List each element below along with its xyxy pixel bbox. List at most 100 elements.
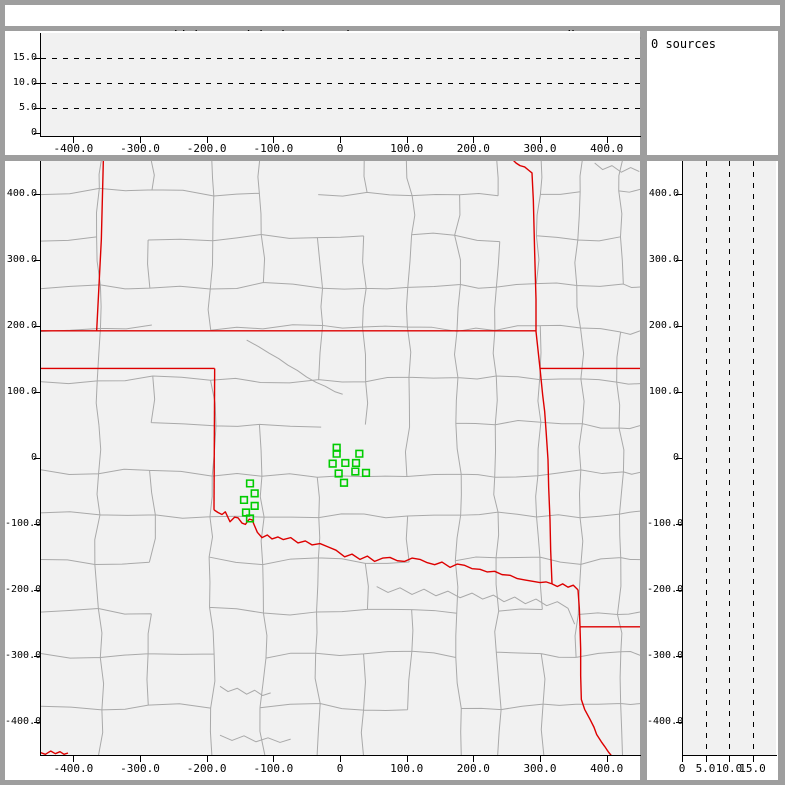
alt-ns-y-tick-label: 400.0 bbox=[648, 187, 679, 199]
plan-y-tick-label: -400.0 bbox=[5, 716, 42, 728]
alt-ns-y-tick-label: 300.0 bbox=[648, 253, 679, 265]
alt-y-tick bbox=[34, 133, 40, 135]
state-border bbox=[552, 584, 578, 590]
alt-ns-x-axis bbox=[682, 755, 777, 756]
plan-y-tick bbox=[34, 259, 40, 261]
lma-station-marker bbox=[342, 460, 349, 467]
lma-station-marker bbox=[247, 515, 254, 522]
plan-y-tick bbox=[34, 325, 40, 327]
alt-x-tick bbox=[206, 137, 208, 143]
alt-x-tick-label: 0 bbox=[336, 142, 344, 155]
alt-x-tick-label: -400.0 bbox=[53, 142, 94, 155]
state-border bbox=[580, 627, 612, 755]
plan-view-map bbox=[40, 161, 640, 755]
plan-y-tick bbox=[34, 524, 40, 526]
state-border bbox=[97, 161, 104, 331]
alt-dashed-line bbox=[41, 83, 640, 85]
plan-x-tick bbox=[406, 756, 408, 762]
altitude-histogram-panel: 0 sources bbox=[647, 31, 778, 155]
river-line bbox=[595, 163, 640, 172]
lma-station-marker bbox=[353, 460, 360, 467]
alt-x-tick bbox=[340, 137, 341, 143]
plan-x-tick-label: 400.0 bbox=[590, 762, 624, 775]
alt-y-tick bbox=[34, 58, 40, 60]
alt-ns-x-tick bbox=[752, 756, 754, 762]
lma-station-marker bbox=[251, 490, 258, 497]
river-line bbox=[247, 340, 343, 394]
alt-ns-y-tick bbox=[676, 722, 682, 724]
source-count-label: 0 sources bbox=[651, 37, 717, 51]
plan-y-tick bbox=[34, 590, 40, 592]
plan-y-tick bbox=[34, 391, 40, 393]
alt-y-tick bbox=[34, 83, 40, 85]
plan-view-panel: 400.0 300.0 200.0 100.0 0 -100.0 -200.0 -300.0 -… bbox=[5, 161, 641, 780]
plan-y-tick bbox=[34, 656, 40, 658]
plan-y-tick-label: 300.0 bbox=[6, 253, 37, 265]
alt-ns-y-axis bbox=[682, 161, 683, 756]
alt-ns-y-tick bbox=[676, 458, 682, 459]
plan-x-tick-label: 300.0 bbox=[523, 762, 557, 775]
river-line bbox=[220, 686, 271, 695]
alt-x-tick-label: -300.0 bbox=[120, 142, 160, 155]
plan-y-tick-label: -200.0 bbox=[5, 584, 42, 596]
plan-x-tick bbox=[340, 756, 341, 762]
plan-y-tick-label: 0 bbox=[30, 452, 37, 463]
state-border bbox=[214, 510, 552, 584]
lma-station-marker bbox=[247, 480, 254, 487]
plan-x-tick-label: 100.0 bbox=[390, 762, 424, 775]
alt-ns-y-tick bbox=[676, 325, 682, 327]
alt-ns-dashed-line bbox=[729, 161, 730, 755]
alt-ns-x-tick bbox=[705, 756, 707, 762]
river-line bbox=[220, 735, 291, 742]
lma-station-marker bbox=[329, 460, 336, 467]
alt-ns-dashed-line bbox=[752, 161, 754, 755]
alt-x-tick-label: -100.0 bbox=[253, 142, 294, 155]
lma-station-marker bbox=[251, 503, 258, 510]
plan-view-plot-area bbox=[40, 161, 640, 755]
plan-y-tick-label: 100.0 bbox=[6, 385, 37, 397]
state-border bbox=[513, 161, 552, 584]
alt-x-tick-label: 300.0 bbox=[523, 142, 557, 155]
alt-x-tick bbox=[140, 137, 141, 143]
alt-x-tick-label: 400.0 bbox=[590, 142, 624, 155]
plan-x-tick bbox=[273, 756, 275, 762]
alt-ns-y-tick bbox=[676, 590, 682, 592]
alt-ns-y-tick bbox=[676, 259, 682, 261]
plan-y-tick-label: -300.0 bbox=[5, 650, 42, 662]
state-border bbox=[214, 368, 215, 509]
alt-ew-y-axis bbox=[40, 33, 41, 137]
alt-x-tick-label: -200.0 bbox=[186, 142, 227, 155]
alt-ns-x-tick bbox=[729, 756, 730, 762]
alt-ns-x-tick-label: 0 bbox=[678, 762, 686, 775]
alt-ns-x-tick-label: 10.0 bbox=[715, 762, 743, 775]
plan-y-tick bbox=[34, 458, 40, 459]
title-bar: Oklahoma Lightning Mapping Array 2000-21… bbox=[5, 5, 780, 45]
plan-y-tick-label: 200.0 bbox=[6, 319, 37, 331]
plan-x-tick bbox=[606, 756, 608, 762]
plan-y-tick bbox=[34, 722, 40, 724]
alt-ns-y-tick-label: -300.0 bbox=[647, 650, 684, 662]
alt-x-tick bbox=[273, 137, 275, 143]
plan-x-tick bbox=[140, 756, 141, 762]
plan-x-tick-label: -100.0 bbox=[253, 762, 294, 775]
plan-x-tick bbox=[206, 756, 208, 762]
plan-y-tick-label: 400.0 bbox=[6, 187, 37, 199]
state-border bbox=[578, 590, 580, 627]
lma-station-marker bbox=[356, 450, 363, 457]
plan-y-tick bbox=[34, 193, 40, 195]
alt-ns-y-tick-label: 200.0 bbox=[648, 319, 679, 331]
plan-x-tick-label: -200.0 bbox=[186, 762, 227, 775]
alt-y-tick-label: 0 bbox=[30, 127, 37, 139]
altitude-ns-panel: 400.0 300.0 200.0 100.0 0 -100.0 -200.0 -300.0 -… bbox=[647, 161, 778, 780]
lma-station-marker bbox=[341, 479, 348, 486]
plan-x-tick bbox=[473, 756, 475, 762]
alt-x-tick bbox=[606, 137, 608, 143]
plan-x-tick-label: -300.0 bbox=[120, 762, 160, 775]
alt-ns-y-tick bbox=[676, 656, 682, 658]
alt-x-tick bbox=[473, 137, 475, 143]
plan-x-axis bbox=[40, 755, 641, 756]
plan-x-tick-label: 200.0 bbox=[456, 762, 490, 775]
alt-y-tick-label: 10.0 bbox=[12, 77, 37, 89]
alt-ns-y-tick-label: 100.0 bbox=[648, 385, 679, 397]
